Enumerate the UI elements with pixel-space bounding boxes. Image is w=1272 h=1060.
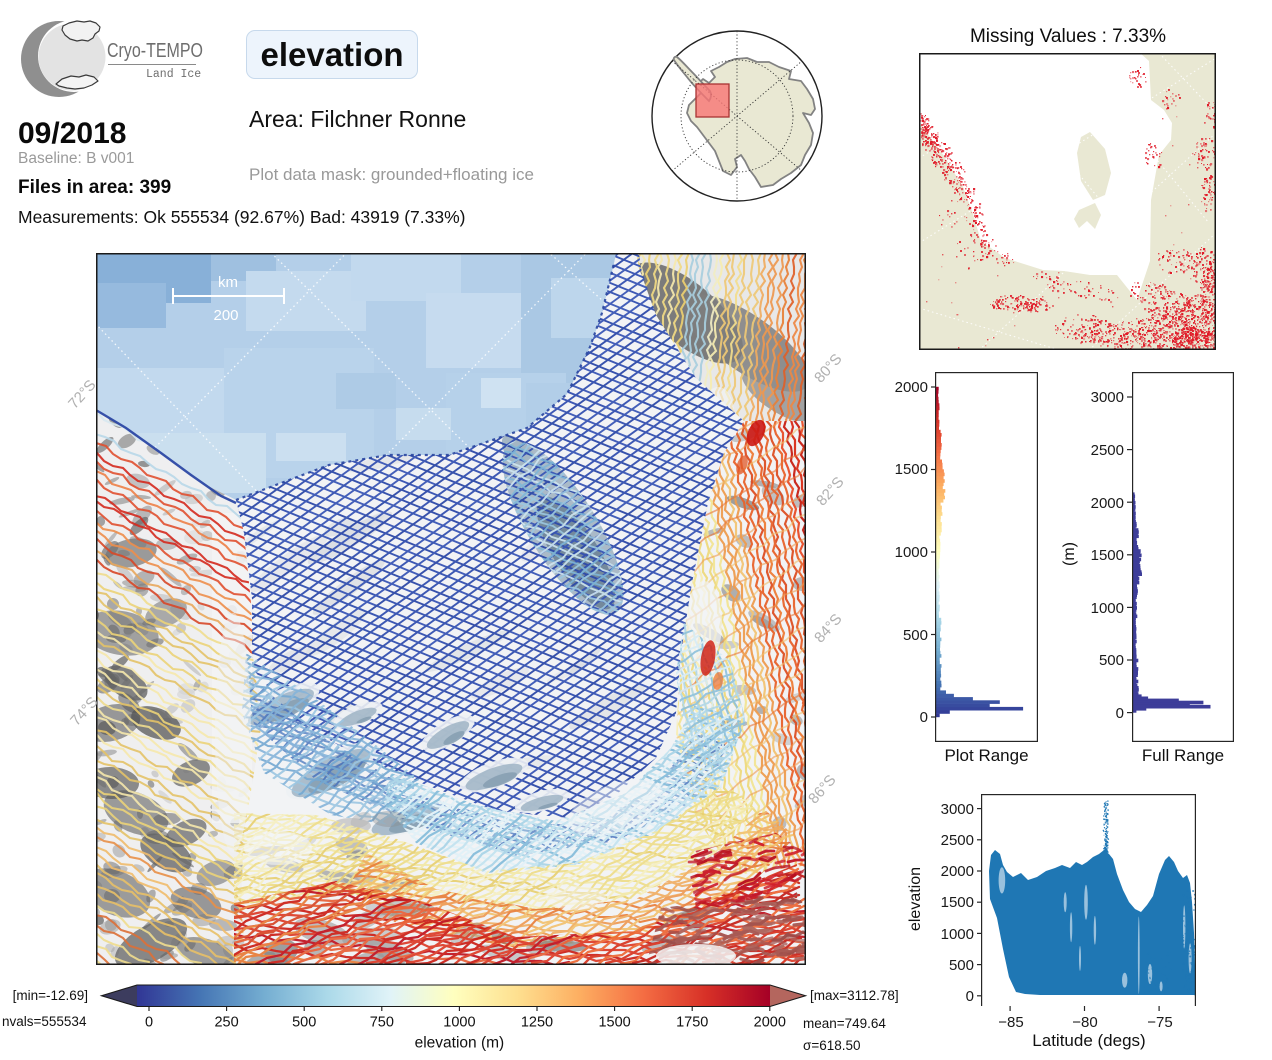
svg-text:km: km [218,274,238,291]
svg-text:1000: 1000 [443,1015,475,1031]
svg-text:1250: 1250 [521,1015,553,1031]
svg-text:2000: 2000 [754,1015,786,1031]
svg-text:1500: 1500 [598,1015,630,1031]
svg-text:500: 500 [292,1015,316,1031]
svg-text:750: 750 [370,1015,394,1031]
svg-text:200: 200 [213,307,238,324]
svg-text:0: 0 [145,1015,153,1031]
svg-text:1750: 1750 [676,1015,708,1031]
svg-text:elevation (m): elevation (m) [415,1035,505,1052]
svg-text:250: 250 [214,1015,238,1031]
